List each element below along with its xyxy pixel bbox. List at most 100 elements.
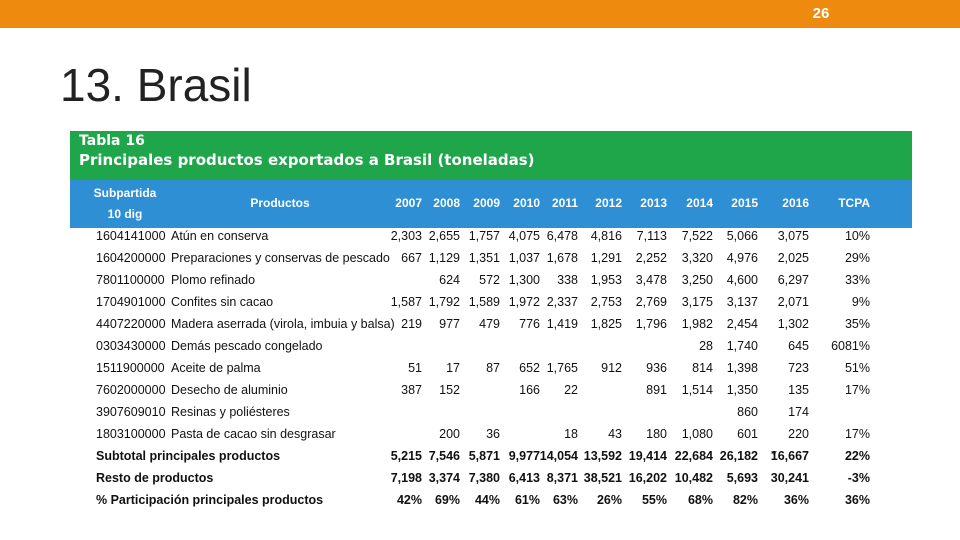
value-cell: 135 [788, 383, 809, 397]
value-cell: 3,478 [635, 273, 667, 287]
summary-label: Subtotal principales productos [96, 449, 281, 463]
value-cell: 152 [439, 383, 460, 397]
value-cell: 6,478 [546, 229, 578, 243]
value-cell: 5,066 [726, 229, 758, 243]
header-year-2012: 2012 [595, 196, 622, 210]
header-year-2014: 2014 [686, 196, 713, 210]
summary-value-cell: 14,054 [539, 449, 578, 463]
header-year-2015: 2015 [731, 196, 758, 210]
product-name: Demás pescado congelado [171, 339, 323, 353]
value-cell: 174 [788, 405, 809, 419]
value-cell: 1,398 [726, 361, 758, 375]
value-cell: 28 [699, 339, 713, 353]
value-cell: 338 [557, 273, 578, 287]
tcpa-cell: 29% [844, 251, 870, 265]
value-cell: 667 [401, 251, 422, 265]
value-cell: 1,587 [390, 295, 422, 309]
value-cell: 572 [479, 273, 500, 287]
value-cell: 2,454 [726, 317, 758, 331]
summary-label: % Participación principales productos [96, 493, 324, 507]
value-cell: 2,071 [777, 295, 809, 309]
value-cell: 1,419 [546, 317, 578, 331]
value-cell: 87 [486, 361, 500, 375]
header-subpartida: Subpartida [93, 186, 157, 200]
summary-value-cell: 63% [552, 493, 578, 507]
value-cell: 814 [692, 361, 713, 375]
table-caption-banner: Tabla 16 Principales productos exportado… [70, 131, 912, 180]
top-accent-bar [0, 0, 960, 28]
subpartida-code: 3907609010 [96, 405, 166, 419]
header-tcpa: TCPA [838, 196, 870, 210]
subpartida-code: 1803100000 [96, 427, 166, 441]
subpartida-code: 7801100000 [96, 273, 165, 287]
summary-value-cell: 26,182 [719, 449, 758, 463]
header-year-2009: 2009 [473, 196, 500, 210]
tcpa-cell: 17% [844, 427, 870, 441]
value-cell: 723 [788, 361, 809, 375]
value-cell: 1,792 [428, 295, 460, 309]
value-cell: 4,600 [726, 273, 758, 287]
value-cell: 220 [788, 427, 809, 441]
value-cell: 17 [446, 361, 460, 375]
value-cell: 1,953 [590, 273, 622, 287]
product-name: Desecho de aluminio [171, 383, 288, 397]
value-cell: 387 [401, 383, 422, 397]
tcpa-cell: 35% [844, 317, 870, 331]
product-name: Aceite de palma [171, 361, 261, 375]
value-cell: 200 [439, 427, 460, 441]
table-header-row: Subpartida 10 dig Productos 2007 2008 2009… [70, 180, 912, 228]
subpartida-code: 4407220000 [96, 317, 166, 331]
summary-value-cell: 7,380 [468, 471, 500, 485]
value-cell: 3,250 [681, 273, 713, 287]
summary-value-cell: 26% [596, 493, 622, 507]
value-cell: 180 [646, 427, 667, 441]
value-cell: 4,816 [590, 229, 622, 243]
tcpa-cell: 6081% [831, 339, 870, 353]
value-cell: 1,351 [468, 251, 500, 265]
value-cell: 1,982 [681, 317, 713, 331]
slide-title: 13. Brasil [60, 59, 252, 111]
summary-value-cell: 10,482 [674, 471, 713, 485]
subpartida-code: 0303430000 [96, 339, 166, 353]
header-productos: Productos [250, 196, 310, 210]
value-cell: 891 [646, 383, 667, 397]
value-cell: 1,291 [590, 251, 622, 265]
value-cell: 2,753 [590, 295, 622, 309]
header-year-2011: 2011 [551, 196, 578, 210]
value-cell: 776 [519, 317, 540, 331]
value-cell: 3,075 [777, 229, 809, 243]
summary-value-cell: 22,684 [674, 449, 713, 463]
value-cell: 7,522 [681, 229, 713, 243]
value-cell: 860 [737, 405, 758, 419]
summary-label: Resto de productos [96, 471, 214, 485]
tcpa-cell: 10% [844, 229, 870, 243]
summary-value-cell: 55% [641, 493, 667, 507]
summary-value-cell: 82% [732, 493, 758, 507]
value-cell: 2,655 [428, 229, 460, 243]
tcpa-cell: 9% [851, 295, 870, 309]
summary-value-cell: 69% [434, 493, 460, 507]
product-name: Confites sin cacao [171, 295, 274, 309]
value-cell: 624 [439, 273, 460, 287]
value-cell: 4,075 [508, 229, 540, 243]
value-cell: 2,769 [635, 295, 667, 309]
value-cell: 1,972 [508, 295, 540, 309]
summary-value-cell: 38,521 [583, 471, 622, 485]
value-cell: 2,252 [635, 251, 667, 265]
exports-table: Tabla 16 Principales productos exportado… [70, 131, 912, 511]
summary-tcpa-cell: 36% [844, 493, 870, 507]
product-name: Preparaciones y conservas de pescado [171, 251, 390, 265]
table-caption: Principales productos exportados a Brasi… [79, 151, 535, 169]
summary-tcpa-cell: 22% [844, 449, 870, 463]
summary-value-cell: 68% [687, 493, 713, 507]
value-cell: 1,350 [726, 383, 758, 397]
summary-tcpa-cell: -3% [847, 471, 870, 485]
summary-value-cell: 5,693 [726, 471, 758, 485]
product-name: Madera aserrada (virola, imbuia y balsa) [171, 317, 395, 331]
header-year-2008: 2008 [433, 196, 460, 210]
value-cell: 601 [737, 427, 758, 441]
value-cell: 1,589 [468, 295, 500, 309]
value-cell: 1,037 [508, 251, 540, 265]
summary-value-cell: 5,215 [390, 449, 422, 463]
summary-value-cell: 61% [514, 493, 540, 507]
